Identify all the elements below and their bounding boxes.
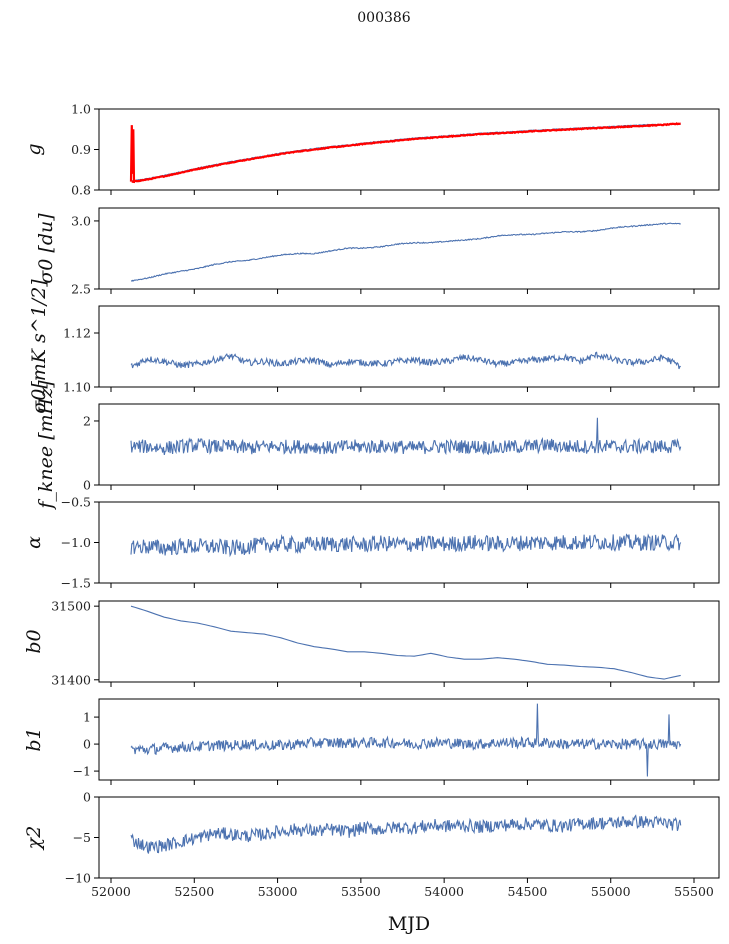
y-tick-label: 1.12 [63,326,91,341]
series-line-fknee [130,417,682,456]
panel-2: 1.10 1.12 σ0[mK s^1/2] [28,279,720,414]
y-tick-label: 0 [83,737,91,752]
y-axis-label: σ0[mK s^1/2] [28,279,50,414]
axes-frame [98,207,720,290]
y-tick-label: −5 [73,830,91,845]
x-tick-label: 52500 [174,884,214,899]
axes-frame [98,108,720,191]
y-tick-label: 0 [83,478,91,493]
y-tick-label: −1.5 [61,576,91,591]
chart-title: 000386 [357,10,411,26]
y-tick-label: 0 [83,790,91,805]
axes-frame [98,600,720,683]
panel-5: 31400 31500 b0 [23,599,720,687]
y-axis-label: b1 [23,727,45,751]
y-axis-label: b0 [23,629,45,653]
y-axis-label: g [23,143,45,155]
x-tick-label: 54000 [424,884,464,899]
y-tick-label: 2 [83,413,91,428]
y-tick-label: 0.8 [71,183,91,198]
x-axis-label: MJD [388,913,430,935]
y-axis-label: σ0 [du] [35,213,57,284]
y-axis-label: χ2 [23,826,45,852]
x-tick-label: 52000 [91,884,131,899]
y-tick-label: −0.5 [61,495,91,510]
y-tick-label: 2.5 [71,282,91,297]
series-line-alpha [130,533,682,558]
x-tick-label: 54500 [508,884,548,899]
series-line-sigma0_mK [130,351,681,370]
x-tick-label: 53500 [341,884,381,899]
axes-frame [98,501,720,584]
y-tick-label: 0.9 [71,142,91,157]
series-line-b0 [130,605,681,680]
axes-frame [98,698,720,781]
axes-frame [98,305,720,388]
panel-1: 2.5 3.0 σ0 [du] [35,207,720,297]
y-tick-label: 1.10 [63,380,91,395]
y-tick-label: 1 [83,710,91,725]
y-tick-label: 1.0 [71,102,91,117]
y-tick-label: 31400 [51,672,91,687]
y-tick-label: −10 [65,871,91,886]
x-tick-label: 55500 [674,884,714,899]
y-tick-label: 31500 [51,599,91,614]
y-axis-label: f_knee [mHz] [35,380,57,511]
series-line-g-fit [129,122,681,184]
series-line-b1 [130,703,682,777]
x-tick-label: 55000 [591,884,631,899]
y-tick-label: 3.0 [71,213,91,228]
panel-3: 0 2 f_knee [mHz] [35,380,720,511]
panel-7: −10 −5 0 52000 52500 53000 53500 54000 54500 5500… [23,790,720,899]
axes-frame [98,403,720,486]
series-line-g [130,123,681,182]
y-tick-label: −1.0 [61,535,91,550]
panel-6: −1 0 1 b1 [23,698,720,785]
y-tick-label: −1 [73,764,91,779]
series-line-chi2 [130,814,682,854]
y-axis-label: α [23,536,45,549]
x-tick-label: 53000 [258,884,298,899]
panel-4: −1.5 −1.0 −0.5 α [23,495,720,591]
panel-0: 0.8 0.9 1.0 g [23,102,720,198]
series-line-sigma0_du [131,222,681,282]
